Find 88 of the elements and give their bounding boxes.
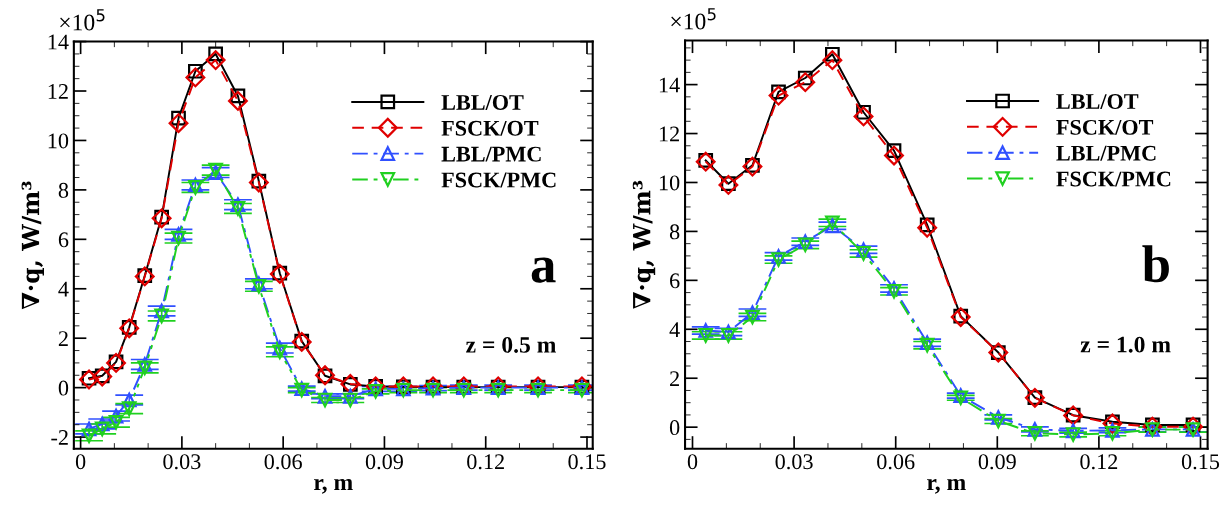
x-tick-label: 0.03: [775, 454, 813, 470]
point: [698, 328, 714, 343]
point: [1065, 423, 1081, 439]
point: [1027, 422, 1043, 437]
annotation: b: [1142, 245, 1169, 283]
point: [230, 197, 246, 213]
x-tick-label: 0.06: [264, 454, 302, 470]
y-axis-title: ∇·q, W/m³: [632, 180, 656, 309]
point: [227, 90, 248, 111]
annotation: z = 0.5 m: [466, 336, 556, 353]
legend-label: FSCK/PMC: [1056, 171, 1171, 187]
point: [853, 106, 874, 127]
point: [856, 242, 871, 258]
point: [230, 201, 246, 216]
point: [121, 392, 137, 408]
point: [272, 340, 288, 356]
legend-label: LBL/PMC: [441, 146, 541, 162]
text: ×10$^{5}$: [60, 9, 105, 31]
point: [795, 72, 816, 93]
x-tick-label: 0.09: [365, 454, 403, 470]
x-tick-label: 0.03: [163, 454, 201, 470]
point: [185, 67, 206, 88]
point: [121, 401, 137, 417]
x-axis-title: r, m: [927, 478, 966, 494]
legend-label: FSCK/OT: [441, 120, 539, 136]
point: [171, 230, 186, 246]
point: [154, 303, 169, 319]
y-tick-label: -2: [51, 430, 68, 445]
y-tick-label: 4: [669, 322, 680, 337]
point: [822, 50, 843, 71]
y-tick-label: 14: [48, 34, 69, 50]
legend-label: LBL/OT: [1056, 94, 1139, 109]
legend-label: LBL/OT: [441, 94, 524, 110]
point: [272, 344, 288, 360]
y-tick-label: 10: [659, 175, 680, 191]
x-axis-title: r, m: [314, 478, 353, 494]
point: [698, 323, 714, 338]
point: [856, 246, 871, 261]
text: ×10$^{5}$: [671, 8, 716, 30]
point: [317, 388, 333, 404]
point: [884, 145, 904, 166]
annotation: z = 1.0 m: [1080, 336, 1171, 353]
y-tick-label: 2: [670, 371, 679, 386]
y-tick-label: 8: [58, 182, 69, 198]
point: [81, 421, 97, 437]
y-axis-title: ∇·q, W/m³: [21, 181, 44, 310]
point: [317, 392, 333, 408]
x-tick-label: 0: [687, 454, 698, 470]
y-tick-label: 14: [659, 77, 680, 93]
point: [990, 413, 1006, 429]
point: [137, 357, 153, 372]
point: [745, 305, 760, 321]
x-tick-label: 0.09: [978, 454, 1016, 470]
legend-label: LBL/PMC: [1056, 145, 1156, 161]
legend-label: FSCK/OT: [1056, 119, 1154, 135]
x-tick-label: 0.06: [877, 454, 915, 470]
y-tick-label: 12: [48, 84, 68, 99]
point: [745, 309, 760, 325]
x-tick-label: 0.12: [467, 454, 504, 470]
point: [768, 85, 789, 106]
point: [1027, 425, 1043, 441]
y-tick-label: 8: [669, 224, 680, 240]
y-tick-label: 2: [58, 331, 68, 346]
point: [917, 217, 938, 238]
x-tick-label: 0: [75, 454, 86, 470]
y-tick-label: 4: [58, 281, 69, 297]
point: [171, 227, 186, 242]
point: [154, 308, 169, 324]
point: [721, 328, 736, 343]
point: [342, 388, 358, 404]
point: [990, 410, 1006, 425]
y-tick-label: 12: [659, 126, 679, 142]
point: [721, 324, 736, 340]
y-tick-label: 10: [48, 133, 69, 149]
y-tick-label: 0: [669, 420, 680, 436]
x-tick-label: 0.12: [1080, 454, 1118, 470]
point: [168, 113, 189, 134]
annotation: a: [531, 257, 556, 283]
y-tick-label: 6: [58, 232, 69, 248]
point: [205, 50, 226, 71]
point: [1065, 427, 1081, 442]
x-tick-label: 0.15: [568, 454, 606, 470]
x-tick-label: 0.15: [1181, 454, 1220, 470]
y-tick-label: 6: [670, 273, 680, 289]
point: [342, 392, 358, 408]
point: [137, 360, 153, 376]
legend-label: FSCK/PMC: [441, 172, 556, 188]
y-tick-label: 0: [58, 380, 69, 396]
